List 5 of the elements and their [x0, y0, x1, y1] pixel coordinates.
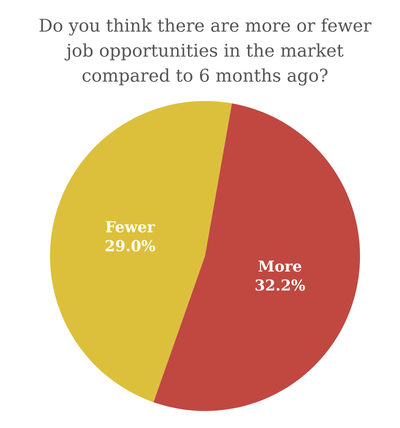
data-label: 29.0%: [106, 240, 156, 252]
slice-label: Fewer: [106, 221, 156, 232]
data-label: 32.2%: [256, 279, 305, 291]
slice-label: More: [258, 260, 302, 272]
chart-title: Do you think there are more or fewer job opportunities in the market compared to 6 months ago?: [40, 18, 372, 86]
